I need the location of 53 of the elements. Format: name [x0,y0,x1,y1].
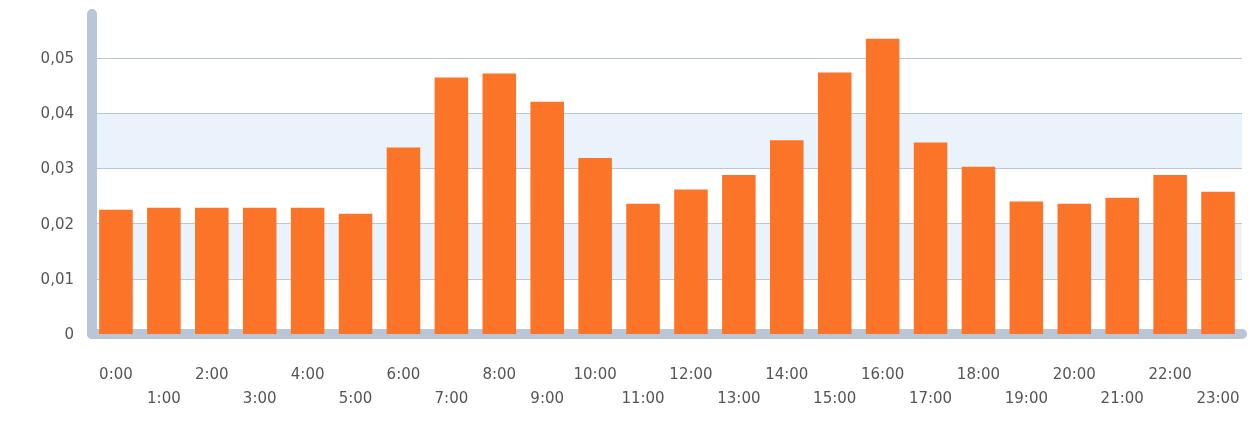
x-tick-label: 22:00 [1148,365,1192,383]
bar [770,140,804,334]
x-tick-label: 8:00 [482,365,517,383]
y-tick-label: 0,03 [40,159,74,178]
x-tick-label: 10:00 [573,365,617,383]
x-tick-label: 17:00 [908,389,953,407]
x-tick-label: 14:00 [765,365,809,383]
y-tick-label: 0,02 [40,214,74,233]
x-tick-label: 18:00 [956,365,1001,383]
x-tick-label: 23:00 [1196,389,1240,407]
x-tick-label: 13:00 [717,389,761,407]
y-tick-label: 0 [64,325,74,343]
x-tick-label: 7:00 [434,389,469,407]
bar [386,147,421,334]
bar [242,207,277,334]
bar [578,158,612,334]
x-tick-label: 5:00 [338,389,373,407]
y-tick-label: 0,05 [40,49,74,68]
bar [1009,201,1044,334]
bar [1057,203,1092,334]
bar [674,189,708,334]
bar [434,77,469,334]
bar [626,203,660,334]
bar [482,73,517,334]
x-tick-label: 16:00 [861,365,905,383]
bar [290,207,325,334]
x-tick-label: 9:00 [530,389,565,407]
bar [195,207,229,334]
x-tick-label: 3:00 [242,389,277,407]
y-tick-label: 0,04 [40,104,74,123]
x-tick-label: 20:00 [1052,365,1096,383]
bar [722,175,756,334]
x-tick-label: 1:00 [147,389,181,407]
x-tick-label: 2:00 [194,365,229,383]
y-tick-label: 0,01 [40,269,74,288]
bar [961,166,996,334]
x-tick-label: 6:00 [386,365,421,383]
bar [865,38,900,334]
x-tick-label: 21:00 [1100,389,1144,407]
bar [338,213,373,334]
x-tick-label: 12:00 [669,365,713,383]
x-tick-label: 15:00 [813,389,857,407]
x-tick-label: 11:00 [621,389,665,407]
bar [913,142,948,334]
bar [147,207,181,334]
bar [1201,191,1235,334]
bar [1105,197,1139,334]
bar [530,101,564,334]
bar [1153,175,1187,334]
x-tick-label: 4:00 [290,365,325,383]
x-tick-label: 19:00 [1004,389,1048,407]
bar [817,72,852,334]
x-tick-label: 0:00 [99,365,133,383]
